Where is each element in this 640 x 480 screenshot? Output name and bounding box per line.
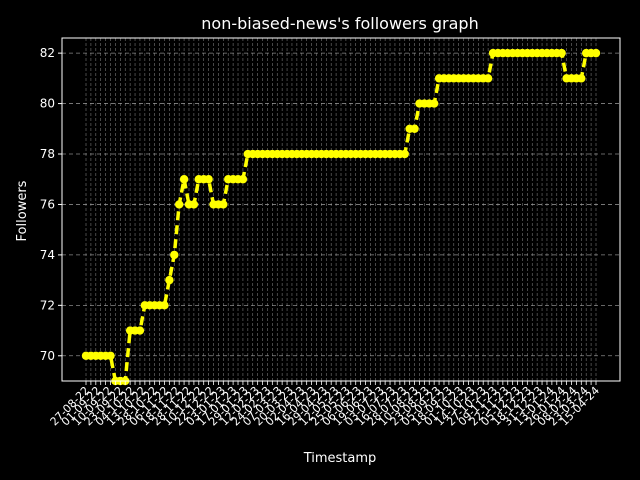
data-point: [179, 175, 189, 184]
y-axis-label: Followers: [15, 180, 30, 241]
data-point: [591, 48, 601, 58]
data-point: [170, 250, 179, 260]
data-point: [189, 200, 199, 209]
data-point: [577, 74, 586, 83]
data-point: [174, 200, 184, 209]
data-point: [557, 48, 566, 58]
y-tick-label: 78: [40, 147, 55, 161]
data-point: [429, 99, 439, 108]
data-point: [160, 301, 169, 310]
data-point: [219, 200, 228, 209]
y-tick-label: 72: [40, 298, 55, 312]
series-line: [81, 48, 601, 386]
chart-title: non-biased-news's followers graph: [201, 14, 478, 33]
y-tick-label: 74: [40, 248, 55, 262]
data-point: [238, 175, 248, 184]
y-tick-label: 80: [40, 97, 55, 111]
data-point: [400, 149, 409, 159]
data-point: [204, 175, 213, 184]
data-point: [410, 124, 419, 133]
grid: [62, 38, 620, 381]
data-point: [106, 351, 115, 360]
y-tick-label: 76: [40, 197, 55, 211]
data-point: [165, 275, 174, 285]
data-point: [483, 74, 493, 83]
x-axis-label: Timestamp: [303, 451, 377, 466]
data-point: [135, 326, 145, 335]
y-tick-label: 82: [40, 46, 55, 60]
y-tick-label: 70: [40, 349, 55, 363]
